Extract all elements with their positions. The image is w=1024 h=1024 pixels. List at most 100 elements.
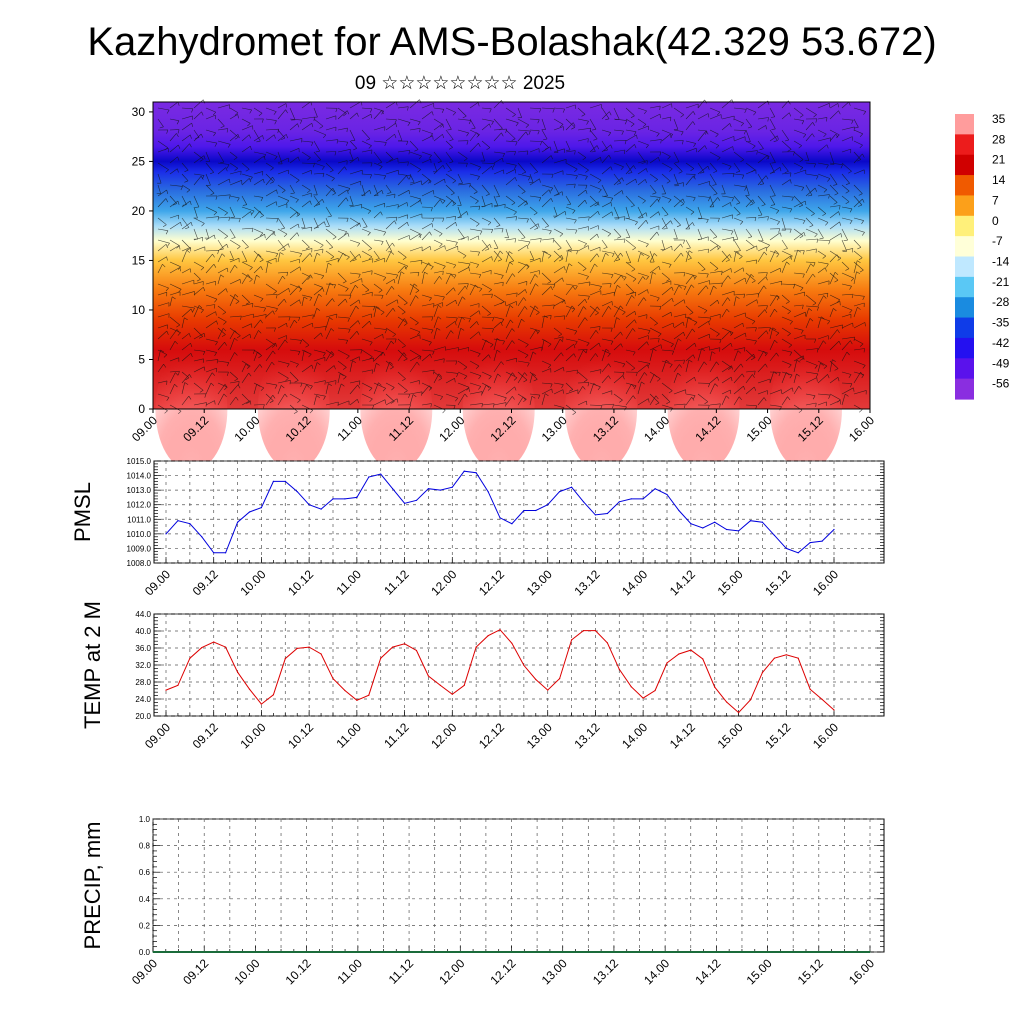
x-tick-label: 16.00: [846, 956, 877, 987]
data-point: [189, 523, 191, 525]
data-point: [630, 498, 632, 500]
x-tick-label: 09.00: [129, 956, 160, 987]
data-point: [654, 689, 656, 692]
data-point: [237, 671, 239, 673]
data-point: [547, 689, 549, 691]
data-point: [165, 533, 167, 535]
y-tick-label: 30: [132, 105, 146, 119]
data-point: [749, 520, 752, 522]
data-point: [344, 498, 346, 500]
data-point: [248, 688, 251, 690]
data-point: [201, 647, 203, 649]
x-tick-label: 14.00: [619, 720, 650, 751]
colorbar-swatch: [955, 337, 974, 359]
wind-barbs: [156, 99, 867, 415]
colorbar-label: -49: [992, 356, 1010, 370]
x-tick-label: 13.12: [571, 720, 602, 751]
x-tick-label: 13.00: [539, 413, 570, 444]
colorbar-swatch: [955, 256, 974, 278]
x-tick-label: 11.12: [386, 956, 417, 987]
x-tick-label: 15.12: [795, 956, 826, 987]
data-point: [487, 635, 489, 637]
data-point: [749, 699, 752, 701]
x-tick-label: 09.12: [180, 956, 211, 987]
y-tick-label: 20: [132, 204, 146, 218]
colorbar-swatch: [955, 175, 974, 197]
data-point: [380, 657, 382, 659]
data-point: [152, 951, 154, 953]
y-tick-label: 1014.0: [127, 472, 152, 481]
data-point: [189, 657, 191, 659]
data-point: [308, 504, 310, 506]
colorbar-label: 21: [992, 153, 1006, 167]
colorbar-label: -42: [992, 336, 1010, 350]
data-point: [702, 527, 704, 529]
data-point: [571, 639, 573, 641]
y-tick-label: 1.0: [139, 815, 151, 824]
data-point: [332, 498, 334, 500]
y-tick-label: 44.0: [135, 610, 151, 619]
data-point: [726, 528, 728, 531]
y-tick-label: 24.0: [135, 695, 151, 704]
data-point: [642, 498, 644, 500]
data-point: [714, 686, 716, 688]
data-point: [344, 689, 346, 692]
data-point: [606, 642, 609, 644]
data-point: [547, 504, 549, 506]
data-point: [726, 701, 728, 703]
colorbar-label: 14: [992, 173, 1006, 187]
data-point: [785, 547, 787, 550]
y-tick-label: 32.0: [135, 661, 151, 670]
panel-frame: [152, 818, 885, 953]
colorbar-label: -7: [992, 234, 1003, 248]
x-tick-label: 14.00: [641, 956, 672, 987]
y-tick-label: 40.0: [135, 627, 151, 636]
colorbar-label: 28: [992, 132, 1006, 146]
x-tick-label: 16.00: [846, 413, 877, 444]
data-point: [678, 653, 680, 655]
data-point: [284, 658, 286, 660]
x-tick-label: 11.12: [381, 567, 412, 598]
x-tick-label: 15.00: [715, 567, 746, 598]
data-point: [404, 502, 406, 504]
y-tick-label: 1011.0: [127, 515, 151, 524]
data-point: [201, 536, 203, 538]
data-point: [427, 675, 429, 677]
data-point: [594, 514, 597, 516]
x-tick-label: 10.12: [285, 720, 316, 751]
data-point: [368, 476, 370, 478]
colorbar-swatch: [955, 114, 974, 135]
x-tick-label: 09.12: [190, 720, 221, 751]
data-point: [415, 649, 418, 652]
data-point: [320, 508, 322, 510]
data-point: [415, 499, 418, 501]
colorbar-label: 7: [992, 193, 999, 207]
y-tick-label: 1015.0: [127, 457, 152, 466]
data-point: [594, 630, 597, 632]
data-point: [690, 523, 692, 525]
data-point: [427, 488, 429, 490]
colorbar-swatch: [955, 317, 974, 339]
data-point: [225, 552, 227, 554]
data-point: [797, 657, 799, 659]
x-tick-label: 10.00: [231, 413, 262, 444]
data-point: [213, 641, 215, 643]
data-point: [177, 684, 179, 687]
x-tick-label: 10.00: [231, 956, 262, 987]
x-tick-label: 09.00: [129, 413, 160, 444]
y-tick-label: 1009.0: [127, 544, 152, 553]
y-tick-label: 0.4: [139, 895, 151, 904]
data-point: [272, 694, 274, 696]
chart-title: Kazhydromet for AMS-Bolashak(42.329 53.6…: [87, 20, 937, 64]
data-point: [284, 480, 286, 482]
data-point: [392, 646, 394, 648]
data-point: [451, 486, 453, 488]
y-tick-label: 15: [132, 253, 146, 267]
data-point: [559, 491, 561, 493]
x-tick-label: 12.00: [436, 413, 467, 444]
data-point: [714, 521, 716, 523]
panel-frame: [153, 460, 885, 564]
data-point: [571, 486, 573, 488]
y-tick-label: 0.8: [139, 842, 151, 851]
